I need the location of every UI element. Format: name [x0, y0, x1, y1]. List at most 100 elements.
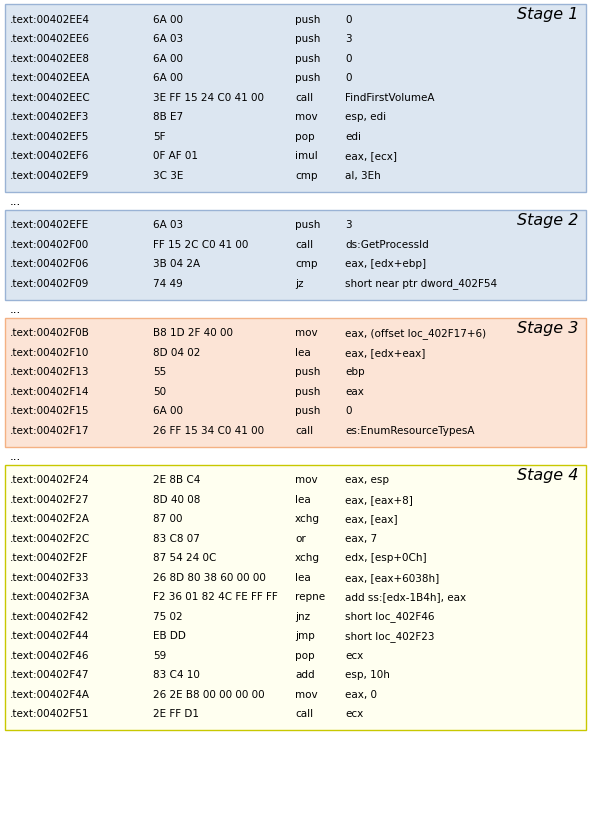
Text: Stage 3: Stage 3 — [517, 321, 578, 336]
Text: xchg: xchg — [295, 553, 320, 563]
Text: cmp: cmp — [295, 170, 317, 181]
Text: B8 1D 2F 40 00: B8 1D 2F 40 00 — [153, 328, 233, 338]
Text: .text:00402F51: .text:00402F51 — [10, 709, 89, 719]
Text: .text:00402F15: .text:00402F15 — [10, 407, 89, 416]
Text: FindFirstVolumeA: FindFirstVolumeA — [345, 93, 434, 103]
Text: short loc_402F46: short loc_402F46 — [345, 611, 434, 622]
Text: push: push — [295, 221, 320, 230]
Text: .text:00402EEC: .text:00402EEC — [10, 93, 91, 103]
Text: .text:00402EF9: .text:00402EF9 — [10, 170, 89, 181]
Text: .text:00402EE8: .text:00402EE8 — [10, 53, 90, 63]
Text: ecx: ecx — [345, 709, 363, 719]
Text: .text:00402F2C: .text:00402F2C — [10, 534, 90, 544]
Text: 8D 40 08: 8D 40 08 — [153, 495, 200, 504]
Text: .text:00402EF6: .text:00402EF6 — [10, 151, 89, 161]
Text: mov: mov — [295, 112, 317, 123]
Text: pop: pop — [295, 651, 314, 661]
Text: F2 36 01 82 4C FE FF FF: F2 36 01 82 4C FE FF FF — [153, 593, 278, 602]
Text: lea: lea — [295, 495, 311, 504]
Text: push: push — [295, 407, 320, 416]
Text: mov: mov — [295, 475, 317, 486]
Text: 6A 00: 6A 00 — [153, 73, 183, 83]
FancyBboxPatch shape — [5, 318, 586, 447]
Text: ebp: ebp — [345, 367, 365, 377]
Text: 59: 59 — [153, 651, 166, 661]
Text: eax, (offset loc_402F17+6): eax, (offset loc_402F17+6) — [345, 328, 486, 339]
Text: add: add — [295, 670, 314, 681]
Text: eax, 0: eax, 0 — [345, 690, 377, 700]
Text: 26 2E B8 00 00 00 00: 26 2E B8 00 00 00 00 — [153, 690, 265, 700]
Text: .text:00402EF3: .text:00402EF3 — [10, 112, 89, 123]
Text: 5F: 5F — [153, 132, 165, 142]
Text: push: push — [295, 35, 320, 44]
Text: ds:GetProcessId: ds:GetProcessId — [345, 239, 428, 249]
Text: .text:00402EE6: .text:00402EE6 — [10, 35, 90, 44]
Text: eax, 7: eax, 7 — [345, 534, 377, 544]
Text: or: or — [295, 534, 306, 544]
Text: .text:00402F3A: .text:00402F3A — [10, 593, 90, 602]
Text: 3E FF 15 24 C0 41 00: 3E FF 15 24 C0 41 00 — [153, 93, 264, 103]
Text: 3: 3 — [345, 35, 352, 44]
Text: .text:00402F0B: .text:00402F0B — [10, 328, 90, 338]
Text: push: push — [295, 367, 320, 377]
Text: .text:00402EF5: .text:00402EF5 — [10, 132, 89, 142]
Text: .text:00402F06: .text:00402F06 — [10, 259, 89, 269]
Text: esp, edi: esp, edi — [345, 112, 386, 123]
FancyBboxPatch shape — [5, 210, 586, 300]
Text: Stage 4: Stage 4 — [517, 467, 578, 483]
Text: call: call — [295, 93, 313, 103]
Text: edx, [esp+0Ch]: edx, [esp+0Ch] — [345, 553, 427, 563]
Text: 3C 3E: 3C 3E — [153, 170, 183, 181]
Text: 75 02: 75 02 — [153, 611, 183, 621]
Text: jmp: jmp — [295, 631, 315, 641]
Text: edi: edi — [345, 132, 361, 142]
Text: call: call — [295, 239, 313, 249]
Text: 0F AF 01: 0F AF 01 — [153, 151, 198, 161]
Text: repne: repne — [295, 593, 325, 602]
Text: call: call — [295, 709, 313, 719]
Text: 2E FF D1: 2E FF D1 — [153, 709, 199, 719]
Text: eax, [ecx]: eax, [ecx] — [345, 151, 397, 161]
Text: 6A 00: 6A 00 — [153, 407, 183, 416]
Text: .text:00402F24: .text:00402F24 — [10, 475, 89, 486]
Text: eax, [edx+ebp]: eax, [edx+ebp] — [345, 259, 426, 269]
Text: .text:00402F42: .text:00402F42 — [10, 611, 89, 621]
Text: 83 C8 07: 83 C8 07 — [153, 534, 200, 544]
Text: esp, 10h: esp, 10h — [345, 670, 390, 681]
Text: push: push — [295, 53, 320, 63]
Text: pop: pop — [295, 132, 314, 142]
Text: jz: jz — [295, 279, 304, 289]
Text: .text:00402F00: .text:00402F00 — [10, 239, 89, 249]
Text: 6A 00: 6A 00 — [153, 15, 183, 25]
Text: 50: 50 — [153, 387, 166, 397]
Text: 74 49: 74 49 — [153, 279, 183, 289]
Text: .text:00402F33: .text:00402F33 — [10, 573, 89, 583]
Text: Stage 1: Stage 1 — [517, 7, 578, 22]
Text: ...: ... — [10, 194, 21, 207]
Text: .text:00402F2A: .text:00402F2A — [10, 514, 90, 524]
Text: .text:00402F47: .text:00402F47 — [10, 670, 89, 681]
Text: .text:00402F27: .text:00402F27 — [10, 495, 89, 504]
Text: cmp: cmp — [295, 259, 317, 269]
Text: 3: 3 — [345, 221, 352, 230]
Text: 6A 03: 6A 03 — [153, 35, 183, 44]
Text: .text:00402F10: .text:00402F10 — [10, 348, 89, 358]
Text: .text:00402F2F: .text:00402F2F — [10, 553, 89, 563]
Text: 26 8D 80 38 60 00 00: 26 8D 80 38 60 00 00 — [153, 573, 266, 583]
Text: eax, [eax+6038h]: eax, [eax+6038h] — [345, 573, 439, 583]
Text: .text:00402EFE: .text:00402EFE — [10, 221, 89, 230]
FancyBboxPatch shape — [5, 4, 586, 192]
Text: push: push — [295, 387, 320, 397]
Text: eax, [eax+8]: eax, [eax+8] — [345, 495, 413, 504]
Text: mov: mov — [295, 328, 317, 338]
Text: .text:00402F14: .text:00402F14 — [10, 387, 89, 397]
Text: .text:00402F4A: .text:00402F4A — [10, 690, 90, 700]
Text: eax, [eax]: eax, [eax] — [345, 514, 398, 524]
Text: 0: 0 — [345, 15, 352, 25]
Text: 3B 04 2A: 3B 04 2A — [153, 259, 200, 269]
Text: .text:00402F44: .text:00402F44 — [10, 631, 89, 641]
Text: mov: mov — [295, 690, 317, 700]
Text: 6A 03: 6A 03 — [153, 221, 183, 230]
Text: eax, [edx+eax]: eax, [edx+eax] — [345, 348, 426, 358]
Text: 87 54 24 0C: 87 54 24 0C — [153, 553, 216, 563]
